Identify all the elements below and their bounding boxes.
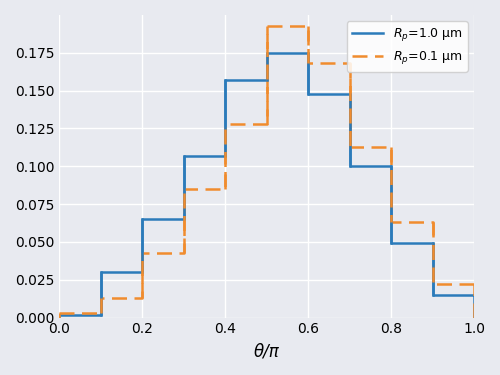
$R_p$=0.1 μm: [264, 122, 270, 126]
$R_p$=0.1 μm: [56, 311, 62, 315]
$R_p$=1.0 μm: [388, 241, 394, 246]
$R_p$=0.1 μm: [181, 187, 187, 191]
Line: $R_p$=1.0 μm: $R_p$=1.0 μm: [60, 53, 474, 315]
$R_p$=1.0 μm: [346, 92, 352, 96]
$R_p$=1.0 μm: [430, 241, 436, 246]
$R_p$=0.1 μm: [388, 220, 394, 225]
$R_p$=1.0 μm: [346, 164, 352, 168]
Line: $R_p$=0.1 μm: $R_p$=0.1 μm: [60, 26, 474, 313]
$R_p$=0.1 μm: [181, 250, 187, 255]
$R_p$=0.1 μm: [388, 144, 394, 149]
$R_p$=0.1 μm: [430, 220, 436, 225]
$R_p$=1.0 μm: [430, 292, 436, 297]
$R_p$=1.0 μm: [181, 153, 187, 158]
$R_p$=1.0 μm: [305, 51, 311, 55]
$R_p$=0.1 μm: [140, 296, 145, 300]
$R_p$=1.0 μm: [222, 153, 228, 158]
$R_p$=1.0 μm: [471, 292, 477, 297]
$R_p$=1.0 μm: [56, 312, 62, 317]
$R_p$=0.1 μm: [222, 122, 228, 126]
$R_p$=0.1 μm: [140, 250, 145, 255]
$R_p$=0.1 μm: [305, 23, 311, 28]
$R_p$=0.1 μm: [346, 61, 352, 66]
Legend: $R_p$=1.0 μm, $R_p$=0.1 μm: $R_p$=1.0 μm, $R_p$=0.1 μm: [346, 21, 468, 72]
$R_p$=1.0 μm: [140, 270, 145, 274]
$R_p$=0.1 μm: [98, 311, 104, 315]
$R_p$=1.0 μm: [305, 92, 311, 96]
$R_p$=0.1 μm: [264, 23, 270, 28]
$R_p$=1.0 μm: [264, 78, 270, 82]
$R_p$=0.1 μm: [346, 144, 352, 149]
$R_p$=1.0 μm: [140, 217, 145, 222]
$R_p$=0.1 μm: [305, 61, 311, 66]
$R_p$=0.1 μm: [222, 187, 228, 191]
$R_p$=1.0 μm: [181, 217, 187, 222]
$R_p$=0.1 μm: [471, 282, 477, 286]
X-axis label: θ/π: θ/π: [254, 342, 280, 360]
$R_p$=1.0 μm: [98, 312, 104, 317]
$R_p$=1.0 μm: [388, 164, 394, 168]
$R_p$=1.0 μm: [98, 270, 104, 274]
$R_p$=1.0 μm: [222, 78, 228, 82]
$R_p$=0.1 μm: [430, 282, 436, 286]
$R_p$=1.0 μm: [264, 51, 270, 55]
$R_p$=0.1 μm: [98, 296, 104, 300]
